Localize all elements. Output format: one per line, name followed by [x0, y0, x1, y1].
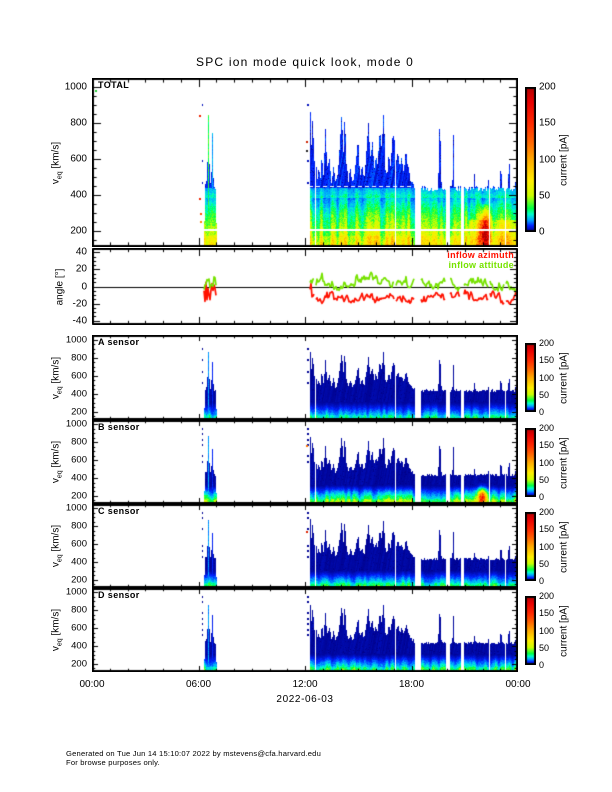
sensor-d-colorbar — [525, 596, 536, 665]
y-axis-label: angle [°] — [54, 268, 66, 305]
colorbar-tick-label: 200 — [539, 423, 555, 433]
sensor-d-spectrogram-canvas — [92, 588, 518, 672]
sensor-b-colorbar — [525, 428, 536, 497]
y-tick-label: 800 — [71, 352, 87, 364]
sensor-c-label: C sensor — [98, 506, 140, 516]
y-tick-label: 20 — [75, 263, 87, 275]
colorbar-tick-label: 150 — [539, 440, 555, 451]
sensor-c-colorbar — [525, 512, 536, 581]
x-tick-label: 00:00 — [79, 679, 105, 690]
y-axis-label: veq [km/s] — [50, 141, 64, 184]
sensor-a-label: A sensor — [98, 337, 140, 347]
colorbar-title: current [pA] — [558, 436, 570, 489]
footer: Generated on Tue Jun 14 15:10:07 2022 by… — [66, 749, 322, 767]
y-tick-label: 600 — [70, 153, 87, 165]
colorbar-tick-label: 50 — [539, 558, 550, 569]
colorbar-tick-label: 50 — [539, 190, 551, 202]
colorbar-tick-label: 0 — [539, 226, 545, 238]
legend-inflow-azimuth: inflow azimuth — [447, 250, 514, 260]
y-tick-label: 400 — [71, 556, 87, 568]
colorbar-tick-label: 200 — [539, 338, 555, 348]
y-tick-label: 200 — [71, 574, 87, 586]
sensor-b-spectrogram-canvas — [92, 420, 518, 504]
total-label: TOTAL — [98, 80, 130, 90]
colorbar-tick-label: 50 — [539, 474, 550, 485]
colorbar-tick-label: 0 — [539, 576, 545, 586]
y-axis-label: veq [km/s] — [50, 608, 64, 652]
colorbar-tick-label: 150 — [539, 608, 555, 619]
colorbar-tick-label: 150 — [539, 355, 555, 366]
y-tick-label: 800 — [71, 604, 87, 616]
sensor-a-colorbar — [525, 343, 536, 412]
y-tick-label: 1000 — [65, 334, 87, 346]
y-tick-label: 1000 — [65, 418, 87, 430]
x-tick-label: 06:00 — [185, 679, 212, 690]
colorbar-tick-label: 200 — [539, 507, 555, 517]
y-tick-label: 400 — [70, 189, 87, 201]
x-tick-label: 12:00 — [292, 679, 318, 690]
y-tick-label: 200 — [71, 658, 87, 670]
y-tick-label: -40 — [72, 315, 87, 327]
x-tick-label: 00:00 — [505, 679, 531, 690]
colorbar-tick-label: 150 — [539, 524, 555, 535]
y-tick-label: 400 — [71, 472, 87, 484]
x-tick-label: 18:00 — [398, 679, 425, 690]
colorbar-tick-label: 200 — [539, 591, 555, 601]
y-tick-label: 600 — [71, 454, 87, 466]
colorbar-tick-label: 0 — [539, 492, 545, 502]
footer-generated-line: Generated on Tue Jun 14 15:10:07 2022 by… — [66, 749, 322, 758]
legend-inflow-attitude: inflow attitude — [448, 259, 514, 270]
colorbar-tick-label: 100 — [539, 154, 556, 165]
colorbar-tick-label: 150 — [539, 117, 556, 129]
sensor-a-spectrogram-canvas — [92, 335, 518, 420]
y-tick-label: 1000 — [65, 502, 87, 514]
colorbar-tick-label: 50 — [539, 389, 550, 400]
y-tick-label: 1000 — [65, 586, 87, 598]
footer-browse-line: For browse purposes only. — [66, 757, 160, 767]
y-tick-label: 40 — [75, 246, 87, 258]
colorbar-tick-label: 100 — [539, 457, 555, 468]
y-tick-label: 600 — [71, 370, 87, 382]
y-tick-label: 400 — [71, 640, 87, 652]
y-tick-label: 1000 — [64, 81, 87, 93]
colorbar-tick-label: 100 — [539, 372, 555, 383]
y-tick-label: 800 — [71, 520, 87, 532]
colorbar-tick-label: 100 — [539, 625, 555, 636]
angle-plot-canvas — [92, 248, 518, 325]
y-axis-label: veq [km/s] — [50, 440, 64, 484]
total-colorbar — [525, 87, 536, 232]
y-axis-label: veq [km/s] — [50, 524, 64, 568]
y-tick-label: 200 — [70, 225, 87, 237]
y-tick-label: -20 — [72, 298, 87, 310]
colorbar-tick-label: 0 — [539, 407, 545, 417]
y-tick-label: 800 — [70, 117, 87, 129]
sensor-d-label: D sensor — [98, 590, 140, 600]
total-spectrogram-canvas — [92, 78, 518, 247]
plot-title: SPC ion mode quick look, mode 0 — [196, 55, 414, 69]
y-tick-label: 0 — [81, 281, 87, 292]
sensor-c-spectrogram-canvas — [92, 504, 518, 588]
sensor-b-label: B sensor — [98, 422, 140, 432]
colorbar-tick-label: 50 — [539, 642, 550, 653]
y-tick-label: 600 — [71, 538, 87, 550]
colorbar-title: current [pA] — [558, 604, 570, 657]
colorbar-tick-label: 100 — [539, 541, 555, 552]
colorbar-tick-label: 0 — [539, 660, 545, 670]
y-tick-label: 400 — [71, 388, 87, 400]
y-tick-label: 200 — [71, 490, 87, 502]
y-tick-label: 600 — [71, 622, 87, 634]
y-axis-label: veq [km/s] — [50, 356, 64, 399]
colorbar-tick-label: 200 — [539, 81, 556, 93]
x-axis-date-label: 2022-06-03 — [276, 694, 334, 705]
y-tick-label: 800 — [71, 436, 87, 448]
colorbar-title: current [pA] — [558, 133, 570, 186]
colorbar-title: current [pA] — [558, 351, 570, 404]
y-tick-label: 200 — [71, 406, 87, 418]
colorbar-title: current [pA] — [558, 520, 570, 573]
